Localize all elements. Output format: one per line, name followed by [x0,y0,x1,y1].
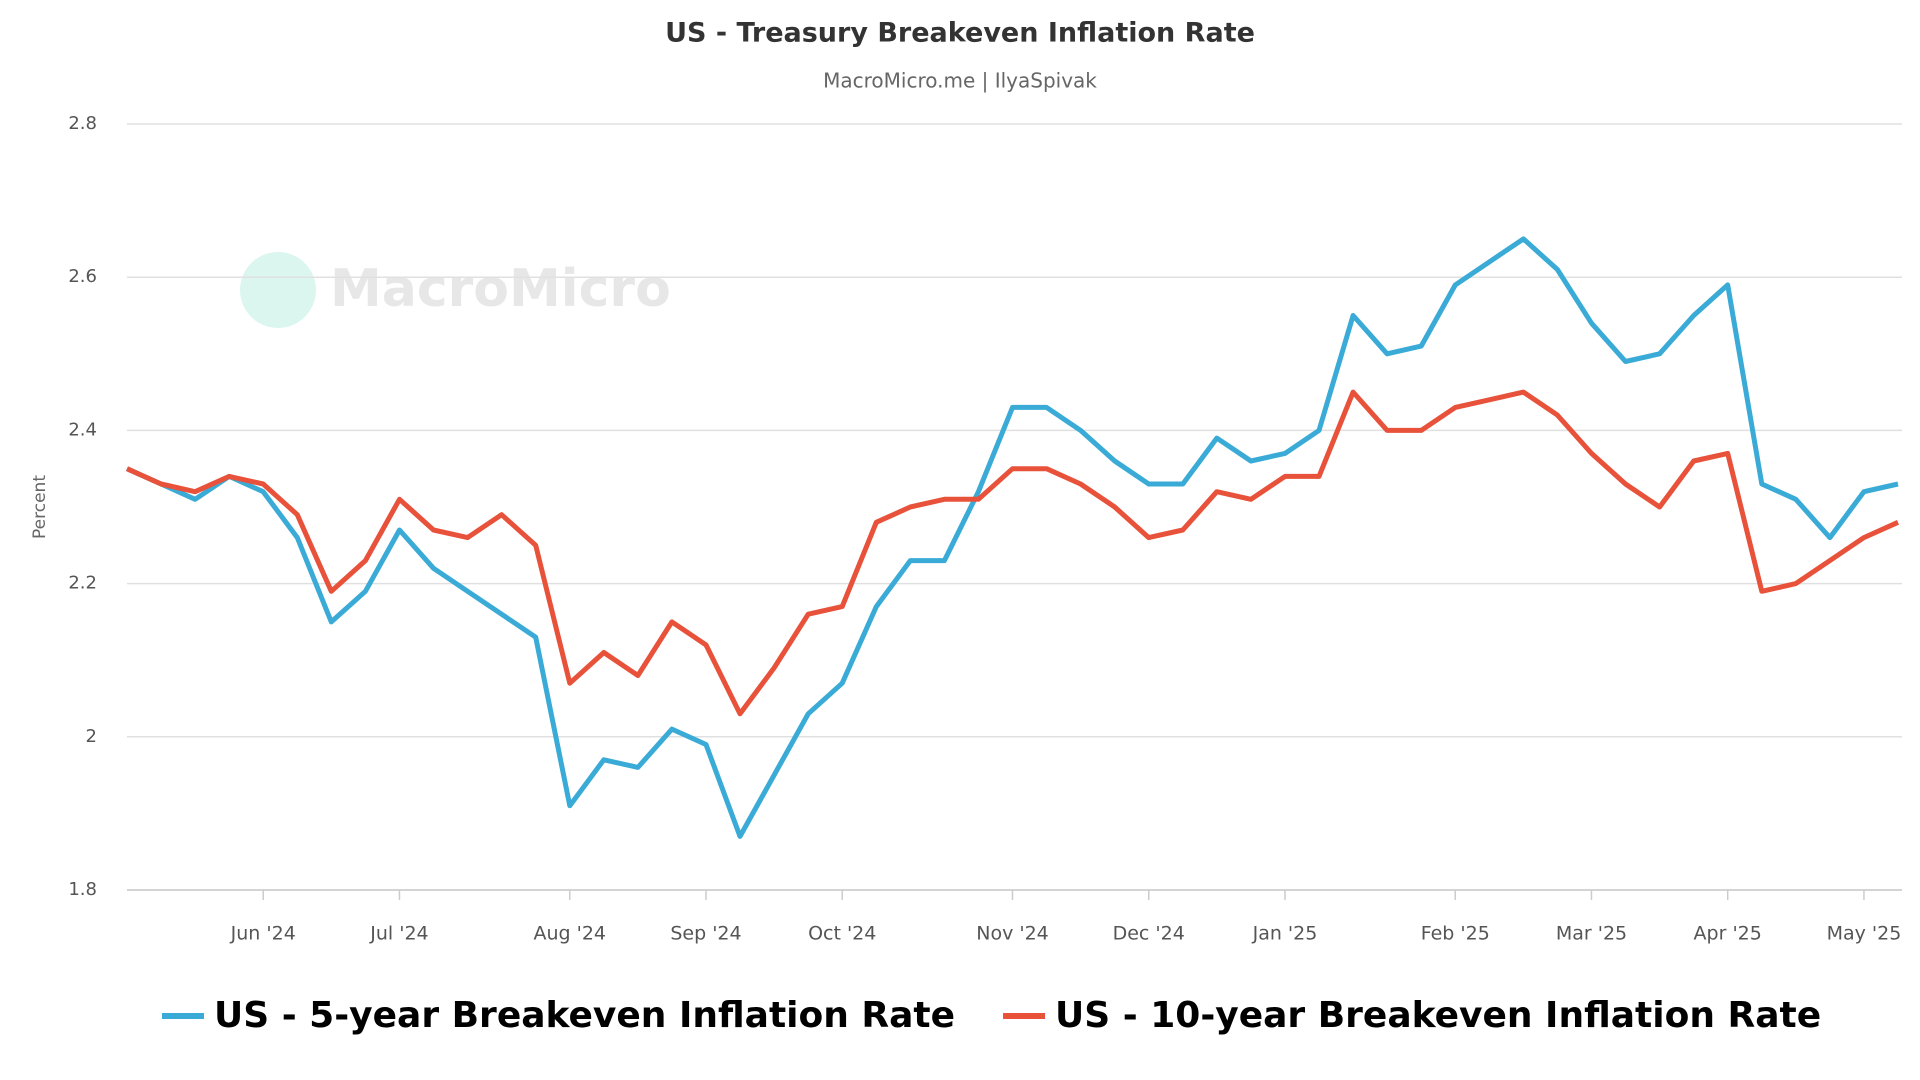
x-tick-label: Aug '24 [533,923,606,945]
x-tick-label: Jun '24 [230,923,296,945]
x-tick-label: Jan '25 [1252,923,1318,945]
x-tick-label: Dec '24 [1113,923,1185,945]
legend-label: US - 5-year Breakeven Inflation Rate [214,995,955,1036]
watermark: MacroMicro [330,259,671,319]
x-tick-label: Mar '25 [1556,923,1627,945]
y-tick-label: 2 [86,726,97,747]
x-tick-label: Nov '24 [976,923,1049,945]
x-tick-label: Feb '25 [1421,923,1490,945]
chart-title: US - Treasury Breakeven Inflation Rate [665,18,1255,49]
y-tick-label: 2.4 [68,419,97,440]
x-tick-label: Oct '24 [808,923,876,945]
x-tick-label: Sep '24 [670,923,741,945]
x-tick-label: Jul '24 [369,923,428,945]
x-tick-label: May '25 [1827,923,1902,945]
y-axis-title: Percent [30,475,50,539]
series-line [125,389,1900,717]
watermark-logo [240,252,316,328]
series-line [125,236,1899,839]
x-tick-label: Apr '25 [1694,923,1762,945]
y-tick-label: 1.8 [68,879,97,900]
y-tick-label: 2.8 [68,113,97,134]
chart-subtitle: MacroMicro.me | IlyaSpivak [823,69,1097,93]
y-tick-label: 2.6 [68,266,97,287]
legend-label: US - 10-year Breakeven Inflation Rate [1055,995,1821,1036]
y-tick-label: 2.2 [68,573,97,594]
